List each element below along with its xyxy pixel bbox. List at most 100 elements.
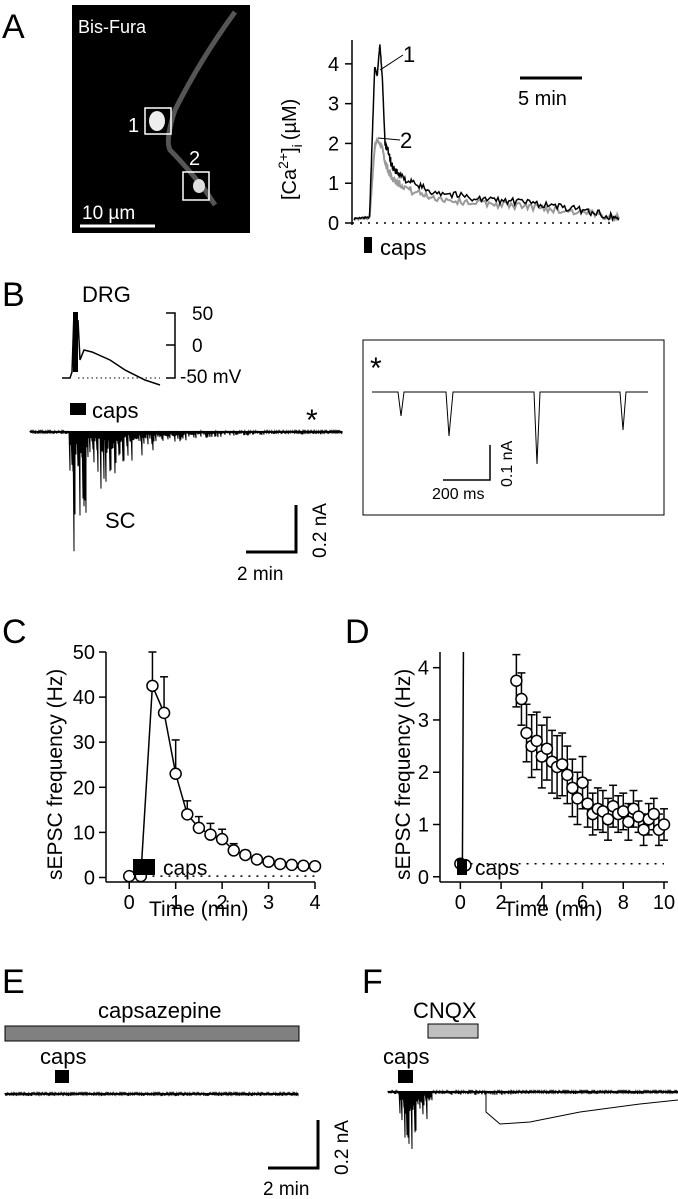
e-trace-path <box>4 1091 299 1097</box>
b-inset-frame <box>362 339 665 516</box>
chart-c-ytick-label: 50 <box>73 642 95 664</box>
chart-d-point <box>515 692 528 706</box>
roi-label-1: 1 <box>128 115 139 137</box>
b-stim-bar <box>70 403 86 415</box>
chart-d-point <box>566 781 579 795</box>
chart-d-xtick-label: 4 <box>536 892 547 914</box>
chart-d-ylabel: sEPSC frequency (Hz) <box>392 669 415 880</box>
f-stim-bar <box>398 1070 413 1083</box>
b-drg-action-potential: 50 0 -50 mV <box>62 304 242 388</box>
chart-d-point <box>561 768 574 782</box>
roi-label-2: 2 <box>189 148 200 170</box>
chart-d-xtick-label: 6 <box>577 892 588 914</box>
image-scalebar-label: 10 µm <box>82 203 135 224</box>
chart-c-xtick-label: 2 <box>217 892 228 914</box>
b-asterisk: * <box>306 404 318 437</box>
chart-a-ylabel: [Ca2+]i(µM) <box>275 99 305 200</box>
b-inset-scale-current: 0.1 nA <box>499 440 516 487</box>
f-drug-label: CNQX <box>413 998 477 1023</box>
panel-letter-e: E <box>2 963 25 1001</box>
panel-letter-a: A <box>2 8 25 46</box>
b-region-label: SC <box>105 508 136 533</box>
e-scalebar-current: 0.2 nA <box>332 1120 353 1175</box>
chart-c-ytick-label: 40 <box>73 687 95 709</box>
chart-a-time-scalebar-label: 5 min <box>518 88 567 110</box>
chart-c-point <box>204 828 217 841</box>
chart-d-point <box>576 776 589 789</box>
chart-d-point <box>637 823 650 836</box>
chart-c-ytick-label: 30 <box>73 732 95 754</box>
chart-c-point <box>273 857 287 871</box>
e-trace <box>4 1091 299 1097</box>
chart-c-point <box>308 859 322 873</box>
chart-d-ytick-label: 2 <box>418 762 429 784</box>
chart-c-xtick-label: 4 <box>309 892 320 914</box>
b-scalebar-time: 2 min <box>237 564 283 585</box>
image-dendrite <box>165 10 238 207</box>
b-inset-scale-time: 200 ms <box>432 486 484 503</box>
chart-d-xlabel: Time (min) <box>503 898 603 921</box>
chart-d-ytick-label: 0 <box>418 867 429 889</box>
chart-d-xtick-label: 0 <box>455 892 466 914</box>
chart-a-stim-label: caps <box>380 235 426 260</box>
b-mv-tick-0: 0 <box>192 336 203 357</box>
trace-pointer-2 <box>377 137 401 141</box>
chart-c-xtick-label: 0 <box>124 892 135 914</box>
panel-letter-c: C <box>2 613 27 651</box>
b-inset: * 200 ms 0.1 nA <box>362 339 665 516</box>
b-cell-label: DRG <box>82 282 131 307</box>
f-trace-envelope <box>485 1092 678 1125</box>
chart-d-stim-bar <box>457 859 467 875</box>
b-scalebar <box>246 505 298 554</box>
f-trace <box>387 1089 678 1150</box>
trace-label-2: 2 <box>400 128 412 153</box>
panel-letter-b: B <box>2 276 25 314</box>
chart-c-point <box>192 821 206 835</box>
b-inset-trace <box>372 391 648 465</box>
chart-d-point <box>622 815 635 829</box>
e-scalebar <box>268 1120 320 1170</box>
b-stim-label: caps <box>92 398 138 423</box>
b-mv-scale <box>166 312 176 379</box>
chart-d-point <box>581 797 594 810</box>
chart-d-point <box>555 758 569 771</box>
chart-c-xtick-label: 3 <box>263 892 274 914</box>
chart-c-point <box>169 767 182 781</box>
b-inset-scalebar <box>443 445 491 481</box>
panel-letter-d: D <box>345 613 370 651</box>
chart-c-ytick-label: 10 <box>73 822 95 844</box>
chart-d-point <box>601 813 615 826</box>
chart-d-point <box>540 742 554 755</box>
b-inset-asterisk: * <box>370 352 382 385</box>
chart-d-point <box>657 818 671 831</box>
chart-d-peak-line <box>461 651 465 864</box>
b-mv-tick-neg50: -50 mV <box>180 367 242 388</box>
chart-a-stim-bar <box>364 237 372 253</box>
image-title: Bis-Fura <box>78 17 147 37</box>
chart-c-point <box>215 832 229 846</box>
roi-box-2 <box>182 171 210 201</box>
chart-d-point <box>571 792 584 805</box>
e-drug-label: capsazepine <box>98 998 222 1023</box>
chart-c-point <box>262 855 275 868</box>
f-trace-path <box>387 1089 678 1150</box>
chart-c-line <box>129 685 316 877</box>
calcium-image: Bis-Fura 1 2 10 µm <box>72 5 250 233</box>
chart-a-ytick-label: 4 <box>328 54 339 76</box>
chart-d: 0 2 4 6 8 10 0 1 2 3 4 Time (min) sEPSC frequency … <box>392 651 675 921</box>
chart-c-point <box>157 706 171 720</box>
chart-c-ylabel: sEPSC frequency (Hz) <box>44 669 67 880</box>
chart-d-point <box>530 734 543 748</box>
b-mv-tick-50: 50 <box>192 304 213 325</box>
b-sc-trace-path <box>29 429 343 552</box>
chart-d-ytick-label: 3 <box>418 710 429 732</box>
b-ap-trace <box>62 311 161 386</box>
chart-a-series-1 <box>353 44 620 223</box>
chart-a: 0 1 2 3 4 [Ca2+]i(µM) 5 min 1 2 caps <box>275 40 620 260</box>
chart-c-xtick-label: 1 <box>170 892 181 914</box>
chart-c-point <box>250 853 264 866</box>
chart-d-ytick-label: 4 <box>418 658 429 680</box>
chart-d-point <box>510 674 523 687</box>
chart-d-ytick-label: 1 <box>418 815 429 837</box>
